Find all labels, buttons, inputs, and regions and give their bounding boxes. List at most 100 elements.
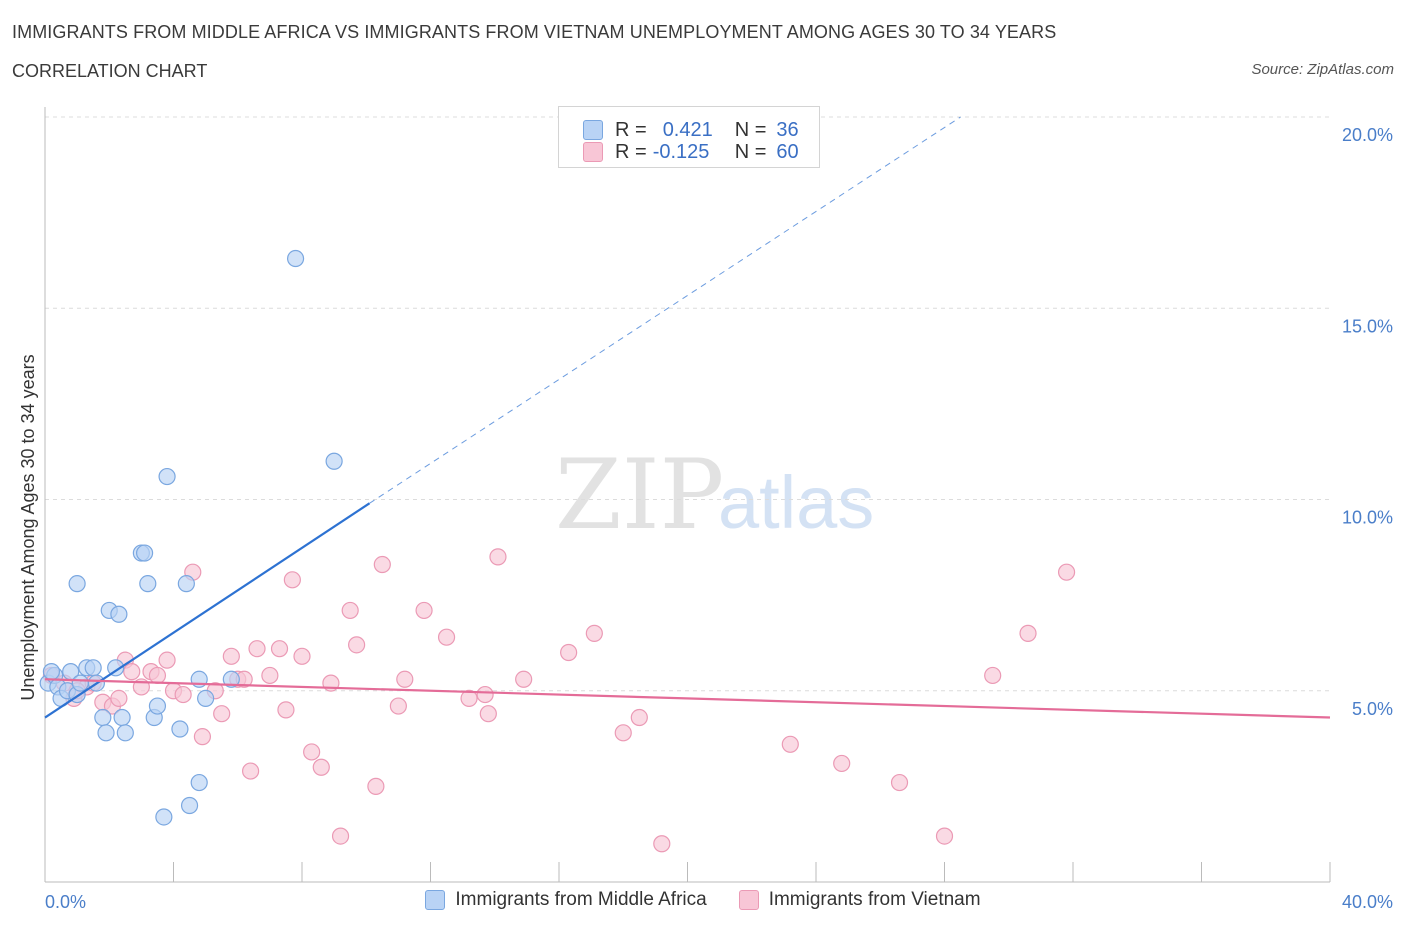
legend-label-middle-africa: Immigrants from Middle Africa — [455, 889, 707, 910]
legend-label-vietnam: Immigrants from Vietnam — [768, 889, 981, 910]
y-tick-label: 5.0% — [1352, 699, 1393, 719]
y-tick-label: 10.0% — [1342, 508, 1393, 528]
watermark-atlas: atlas — [718, 461, 874, 544]
data-point-vietnam — [415, 601, 433, 620]
data-point-middle-africa — [113, 708, 131, 727]
x-tick-label: 40.0% — [1342, 892, 1393, 912]
data-point-vietnam — [148, 666, 167, 685]
data-point-vietnam — [341, 601, 359, 620]
data-point-vietnam — [367, 777, 385, 795]
chart-subtitle: CORRELATION CHART — [12, 61, 208, 81]
source-credit: Source: ZipAtlas.com — [1251, 61, 1394, 78]
data-point-vietnam — [222, 647, 240, 665]
r-label: R = — [615, 118, 647, 141]
y-tick-label: 15.0% — [1342, 316, 1393, 336]
data-point-vietnam — [174, 685, 192, 704]
data-point-middle-africa — [68, 575, 86, 593]
data-point-vietnam — [515, 670, 533, 688]
n-label: N = — [734, 140, 767, 163]
correlation-row-pink: R = -0.125 N = 60 — [583, 140, 799, 164]
data-point-middle-africa — [84, 659, 102, 677]
data-point-vietnam — [348, 636, 366, 654]
pink-swatch — [583, 142, 603, 162]
data-point-vietnam — [158, 651, 176, 669]
n-label: N = — [734, 118, 767, 141]
data-point-middle-africa — [71, 674, 89, 692]
data-point-middle-africa — [148, 697, 167, 715]
data-point-vietnam — [277, 701, 295, 719]
n-value: 60 — [776, 140, 799, 163]
data-point-vietnam — [389, 697, 407, 715]
data-point-middle-africa — [135, 544, 154, 562]
correlation-legend-box: R = 0.421 N = 36 R = -0.125 N = 60 — [558, 106, 820, 168]
data-point-vietnam — [560, 643, 578, 662]
watermark-zip: ZIP — [555, 439, 724, 551]
trend-line-middle-africa-extension — [369, 116, 961, 504]
data-point-vietnam — [270, 640, 289, 658]
data-point-middle-africa — [177, 575, 195, 593]
data-point-vietnam — [110, 689, 128, 708]
r-value: 0.421 — [662, 118, 713, 141]
data-point-vietnam — [396, 670, 414, 688]
data-point-vietnam — [331, 827, 350, 845]
data-point-vietnam — [293, 647, 311, 665]
legend-swatch-pink — [738, 890, 759, 910]
data-point-middle-africa — [155, 808, 173, 826]
data-point-vietnam — [479, 705, 497, 723]
trend-line-vietnam — [44, 678, 1331, 719]
data-point-vietnam — [890, 773, 909, 792]
data-point-middle-africa — [171, 720, 189, 738]
data-point-middle-africa — [286, 249, 305, 268]
data-point-vietnam — [123, 663, 141, 681]
data-point-vietnam — [489, 548, 507, 566]
legend-item-middle-africa: Immigrants from Middle Africa — [425, 889, 707, 911]
trend-line-middle-africa — [44, 502, 371, 719]
data-point-vietnam — [283, 571, 301, 589]
data-point-vietnam — [1019, 624, 1037, 642]
data-point-vietnam — [242, 762, 260, 780]
chart-legend: Immigrants from Middle Africa Immigrants… — [0, 889, 1406, 911]
data-point-vietnam — [1057, 563, 1076, 581]
data-point-vietnam — [585, 624, 603, 642]
data-point-vietnam — [781, 735, 799, 753]
y-axis-label: Unemployment Among Ages 30 to 34 years — [18, 354, 38, 700]
data-point-vietnam — [833, 754, 851, 773]
data-point-middle-africa — [158, 467, 176, 486]
data-point-vietnam — [653, 835, 671, 853]
chart-title: IMMIGRANTS FROM MIDDLE AFRICA VS IMMIGRA… — [12, 22, 1057, 42]
data-point-middle-africa — [94, 708, 112, 727]
data-point-middle-africa — [180, 796, 199, 815]
data-point-vietnam — [437, 628, 456, 646]
data-point-middle-africa — [116, 724, 134, 742]
data-point-middle-africa — [190, 773, 208, 792]
data-point-middle-africa — [222, 670, 240, 688]
r-value: -0.125 — [652, 140, 710, 163]
y-tick-label: 20.0% — [1342, 125, 1393, 145]
data-point-middle-africa — [139, 575, 157, 593]
data-point-middle-africa — [97, 724, 115, 742]
legend-item-vietnam: Immigrants from Vietnam — [738, 889, 981, 911]
n-value: 36 — [776, 118, 799, 141]
data-point-vietnam — [476, 685, 494, 704]
correlation-row-blue: R = 0.421 N = 36 — [583, 118, 799, 142]
legend-swatch-blue — [425, 890, 446, 910]
r-label: R = — [615, 140, 647, 163]
data-point-vietnam — [984, 666, 1002, 685]
data-point-vietnam — [303, 743, 321, 761]
data-point-vietnam — [460, 689, 478, 708]
blue-swatch — [583, 120, 603, 140]
data-point-middle-africa — [107, 659, 125, 677]
data-point-vietnam — [312, 758, 330, 776]
data-point-vietnam — [630, 708, 648, 727]
data-point-middle-africa — [325, 452, 343, 470]
data-point-vietnam — [248, 640, 266, 658]
data-point-middle-africa — [197, 689, 215, 708]
data-point-middle-africa — [42, 663, 61, 681]
data-point-vietnam — [213, 705, 231, 723]
data-point-vietnam — [614, 724, 632, 742]
data-point-middle-africa — [110, 605, 128, 623]
x-tick-label: 0.0% — [45, 892, 86, 912]
data-point-vietnam — [935, 827, 954, 845]
data-point-vietnam — [193, 728, 212, 746]
data-point-vietnam — [261, 666, 279, 685]
